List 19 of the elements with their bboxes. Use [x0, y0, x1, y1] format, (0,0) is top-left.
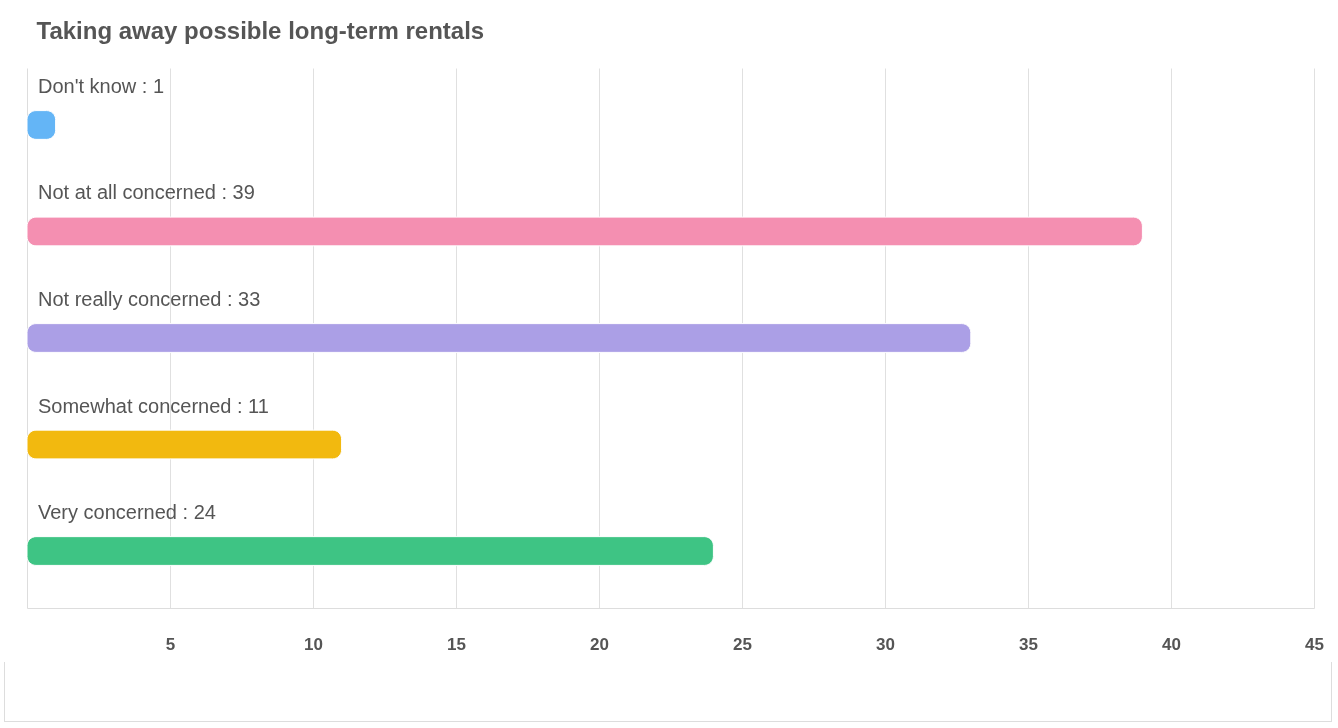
x-tick-label: 30: [876, 634, 895, 654]
bar: [26, 536, 714, 566]
x-tick-label: 45: [1305, 634, 1324, 654]
y-tick-label: Very concerned : 24: [38, 501, 216, 524]
bar: [26, 323, 972, 353]
x-tick-label: 35: [1019, 634, 1038, 654]
x-tick-label: 20: [590, 634, 609, 654]
y-tick-label: Don't know : 1: [38, 74, 165, 97]
bar: [26, 429, 343, 460]
y-tick-label: Not at all concerned : 39: [38, 181, 255, 204]
x-tick-label: 10: [304, 634, 323, 654]
chart-title: Taking away possible long-term rentals: [36, 17, 485, 44]
bar: [26, 216, 1143, 247]
y-tick-label: Somewhat concerned : 11: [38, 394, 269, 417]
x-tick-label: 5: [165, 634, 176, 654]
x-tick-label: 40: [1162, 634, 1181, 654]
y-tick-label: Not really concerned : 33: [38, 288, 261, 310]
x-tick-label: 15: [447, 634, 466, 654]
x-tick-label: 25: [733, 634, 752, 654]
